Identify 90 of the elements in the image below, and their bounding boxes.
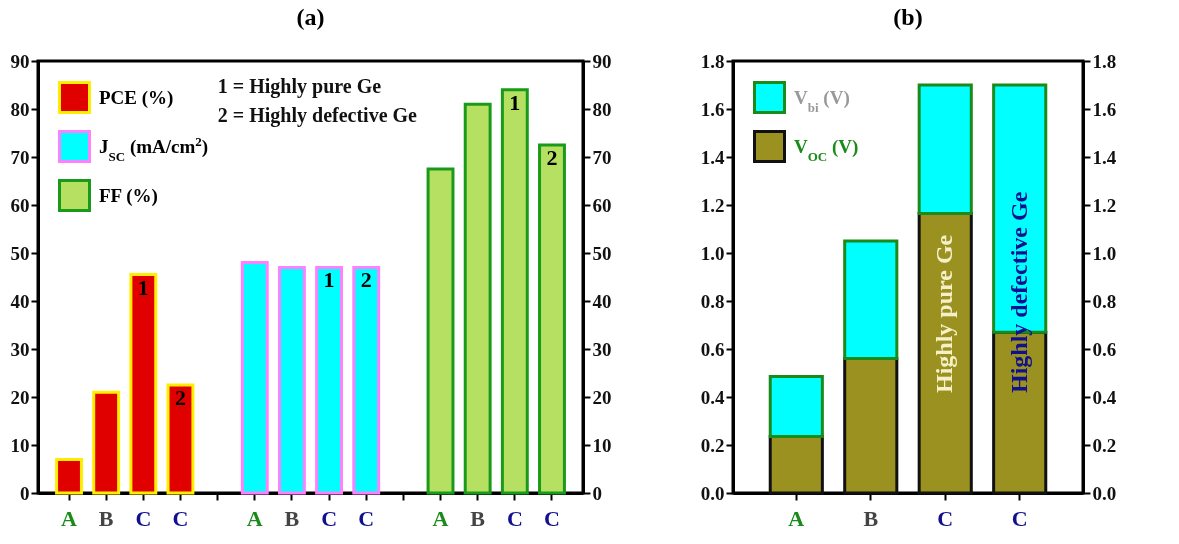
y-tick-label: 80	[10, 98, 30, 120]
y-tick-label: 30	[10, 338, 30, 360]
bar	[463, 102, 492, 495]
bar	[768, 375, 824, 439]
y-tick-label: 1.2	[700, 194, 725, 216]
x-tick-label: C	[135, 505, 152, 531]
y-tick-label: 60	[10, 194, 30, 216]
legend-label: J$_{SC}$ (mA/cm$^{2}$)	[99, 133, 209, 163]
legend-label: PCE (%)	[99, 86, 174, 109]
bar	[277, 265, 306, 495]
bar	[768, 435, 824, 495]
x-tick-label: A	[788, 505, 805, 531]
x-tick-label: C	[544, 505, 560, 531]
y2-tick-label: 10	[592, 434, 612, 456]
bar	[55, 457, 83, 495]
y2-tick-label: 90	[592, 50, 612, 72]
y2-tick-label: 0.6	[1092, 338, 1117, 360]
x-tick-label: B	[863, 505, 879, 531]
y2-tick-label: 30	[592, 338, 612, 360]
y2-tick-label: 40	[592, 290, 612, 312]
y2-tick-label: 0	[592, 482, 602, 504]
x-tick-label: C	[506, 505, 523, 531]
annotation: 2	[546, 145, 558, 170]
annotation: 1 = Highly pure Ge	[217, 75, 382, 98]
y-tick-label: 40	[10, 290, 30, 312]
bar	[426, 167, 455, 495]
bar	[92, 390, 121, 495]
x-tick-label: B	[470, 505, 486, 531]
x-tick-label: C	[172, 505, 189, 531]
x-tick-label: A	[246, 505, 263, 531]
x-tick-label: C	[321, 505, 338, 531]
chart-title: (b)	[893, 4, 923, 30]
y2-tick-label: 1.8	[1092, 50, 1117, 72]
y2-tick-label: 1.0	[1092, 242, 1117, 264]
x-tick-label: C	[937, 505, 954, 531]
chart-title: (a)	[296, 4, 325, 30]
bar	[240, 261, 269, 495]
y-tick-label: 0.8	[700, 290, 725, 312]
y2-tick-label: 80	[592, 98, 612, 120]
bar	[843, 239, 899, 361]
y2-tick-label: 60	[592, 194, 612, 216]
y-tick-label: 50	[10, 242, 30, 264]
bar	[500, 88, 529, 495]
annotation: Highly defective Ge	[1005, 191, 1032, 393]
y-tick-label: 0.4	[700, 386, 725, 408]
legend-label: V$_{bi}$ (V)	[794, 86, 850, 114]
y2-tick-label: 0.0	[1092, 482, 1117, 504]
x-tick-label: C	[358, 505, 375, 531]
bar	[538, 143, 566, 495]
y-tick-label: 1.6	[700, 98, 725, 120]
y-tick-label: 1.4	[700, 146, 725, 168]
x-tick-label: B	[284, 505, 300, 531]
x-tick-label: A	[61, 505, 78, 531]
y2-tick-label: 1.6	[1092, 98, 1117, 120]
bar	[352, 265, 381, 495]
y-tick-label: 0	[20, 482, 30, 504]
y2-tick-label: 0.4	[1092, 386, 1117, 408]
bar	[129, 273, 158, 495]
legend-label: V$_{OC}$ (V)	[794, 135, 859, 163]
y2-tick-label: 0.8	[1092, 290, 1117, 312]
y2-tick-label: 0.2	[1092, 434, 1117, 456]
y-tick-label: 90	[10, 50, 30, 72]
x-tick-label: B	[98, 505, 114, 531]
annotation: 2	[360, 267, 372, 293]
annotation: Highly pure Ge	[931, 234, 958, 393]
y-tick-label: 70	[10, 146, 30, 168]
bar	[166, 383, 195, 495]
y-tick-label: 0.0	[700, 482, 725, 504]
y2-tick-label: 70	[592, 146, 612, 168]
x-tick-label: C	[1011, 505, 1028, 531]
y2-tick-label: 50	[592, 242, 612, 264]
annotation: 1	[137, 274, 149, 300]
y-tick-label: 1.8	[700, 50, 725, 72]
x-tick-label: A	[432, 505, 449, 531]
y2-tick-label: 1.4	[1092, 146, 1117, 168]
y-tick-label: 1.0	[700, 242, 725, 264]
bar	[315, 265, 344, 495]
legend-label: FF (%)	[99, 184, 158, 207]
bar	[843, 357, 899, 495]
y-tick-label: 0.6	[700, 338, 725, 360]
y-tick-label: 20	[10, 386, 30, 408]
annotation: 1	[323, 267, 335, 293]
y2-tick-label: 20	[592, 386, 612, 408]
y-tick-label: 10	[10, 434, 30, 456]
y-tick-label: 0.2	[700, 434, 725, 456]
y2-tick-label: 1.2	[1092, 194, 1117, 216]
bar	[917, 83, 973, 215]
annotation: 2	[174, 385, 186, 410]
annotation: 2 = Highly defective Ge	[217, 104, 418, 127]
annotation: 1	[509, 89, 521, 115]
